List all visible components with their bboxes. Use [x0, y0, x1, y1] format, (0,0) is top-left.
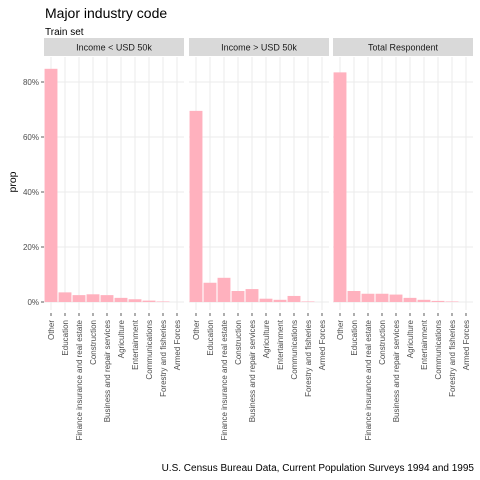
- facet-panel: Income < USD 50k Other Education Finance in…: [44, 38, 184, 441]
- bar: [58, 292, 72, 302]
- bar: [259, 298, 273, 302]
- bar: [142, 300, 156, 302]
- bar: [189, 110, 203, 302]
- facet-strip: [44, 38, 184, 56]
- facet-strip-label: Total Respondent: [368, 43, 439, 53]
- y-tick-label: 0%: [27, 298, 39, 307]
- x-tick-label: Communications: [434, 320, 443, 380]
- facet-strip-label: Income > USD 50k: [221, 43, 297, 53]
- x-tick-label: Construction: [89, 320, 98, 365]
- x-tick-label: Forestry and fisheries: [304, 320, 313, 397]
- x-tick-label: Other: [47, 320, 56, 340]
- y-tick-label: 40%: [23, 188, 39, 197]
- bar: [445, 301, 459, 302]
- bar: [231, 291, 245, 302]
- bar: [273, 299, 287, 302]
- bar: [417, 299, 431, 302]
- facet-strip: [333, 38, 473, 56]
- bar: [128, 299, 142, 302]
- x-tick-label: Armed Forces: [462, 320, 471, 370]
- x-tick-label: Business and repair services: [103, 320, 112, 422]
- y-tick-label: 80%: [23, 78, 39, 87]
- y-axis: 0% 20% 40% 60% 80%: [23, 78, 44, 307]
- x-tick-label: Business and repair services: [248, 320, 257, 422]
- x-tick-label: Finance insurance and real estate: [75, 319, 84, 440]
- x-tick-label: Entertainment: [131, 319, 140, 370]
- y-tick-label: 60%: [23, 133, 39, 142]
- x-tick-label: Agriculture: [406, 319, 415, 358]
- bar: [114, 297, 128, 302]
- x-tick-label: Forestry and fisheries: [159, 320, 168, 397]
- chart-title: Major industry code: [45, 5, 167, 21]
- bar: [347, 291, 361, 302]
- bar: [203, 282, 217, 302]
- bar: [72, 295, 86, 302]
- bar: [361, 293, 375, 302]
- facet-panel: Total Respondent Other Education Finance in…: [333, 38, 473, 441]
- bar: [333, 72, 347, 302]
- y-tick-label: 20%: [23, 243, 39, 252]
- bar: [156, 301, 170, 302]
- x-tick-label: Entertainment: [276, 319, 285, 370]
- bar: [431, 300, 445, 302]
- x-tick-label: Construction: [378, 320, 387, 365]
- x-tick-label: Armed Forces: [173, 320, 182, 370]
- x-tick-label: Other: [336, 320, 345, 340]
- bar: [100, 295, 114, 302]
- x-tick-label: Communications: [145, 320, 154, 380]
- x-tick-label: Finance insurance and real estate: [364, 319, 373, 440]
- x-tick-label: Construction: [234, 320, 243, 365]
- bar: [217, 277, 231, 302]
- facet-panels: Income < USD 50k Other Education Finance in…: [44, 38, 473, 441]
- bar: [86, 294, 100, 302]
- bar: [44, 68, 58, 302]
- x-tick-label: Armed Forces: [318, 320, 327, 370]
- facet-strip: [189, 38, 329, 56]
- bar: [245, 289, 259, 302]
- x-tick-label: Business and repair services: [392, 320, 401, 422]
- x-tick-label: Communications: [290, 320, 299, 380]
- x-tick-label: Forestry and fisheries: [448, 320, 457, 397]
- x-tick-label: Agriculture: [262, 319, 271, 358]
- facet-panel: Income > USD 50k Other Education Finance in…: [189, 38, 329, 441]
- bar: [389, 294, 403, 302]
- x-tick-label: Finance insurance and real estate: [220, 319, 229, 440]
- bar: [287, 295, 301, 302]
- x-tick-label: Education: [206, 320, 215, 356]
- facet-strip-label: Income < USD 50k: [76, 43, 152, 53]
- x-tick-label: Education: [61, 320, 70, 356]
- bar: [375, 293, 389, 302]
- x-tick-label: Education: [350, 320, 359, 356]
- bar: [301, 301, 315, 302]
- chart-subtitle: Train set: [45, 27, 84, 38]
- bar: [403, 297, 417, 302]
- x-tick-label: Other: [192, 320, 201, 340]
- y-axis-title: prop: [7, 171, 19, 192]
- x-tick-label: Agriculture: [117, 319, 126, 358]
- chart-caption: U.S. Census Bureau Data, Current Populat…: [162, 463, 475, 474]
- x-tick-label: Entertainment: [420, 319, 429, 370]
